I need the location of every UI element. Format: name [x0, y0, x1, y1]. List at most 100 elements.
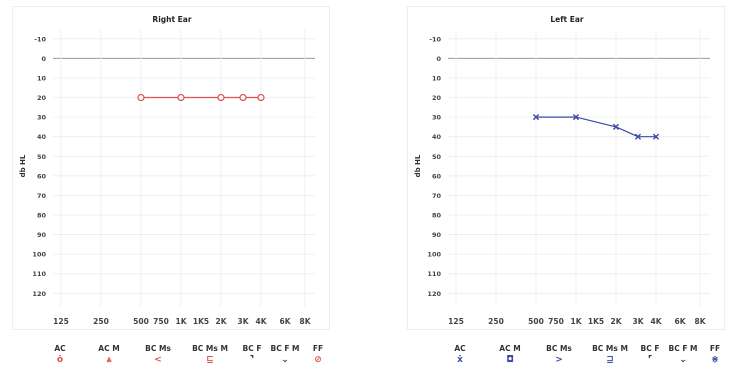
legend-label: BC Ms [546, 344, 572, 353]
x-tick-label: 6K [674, 317, 686, 326]
ac-masked-symbol-icon: ◘ [506, 355, 514, 365]
x-tick-label: 750 [548, 317, 564, 326]
legend-item-ff: FF ⋇ [695, 344, 734, 366]
x-tick-label: 2K [215, 317, 227, 326]
legend-label: BC F [242, 344, 262, 353]
free-field-symbol-icon: ⊘ [314, 355, 322, 365]
legend-item-ac: AC ẋ [440, 344, 480, 366]
legend-item-bc-f: BC F ⌝ [232, 344, 272, 366]
x-tick-label: 250 [488, 317, 504, 326]
right-ear-data-point [239, 93, 247, 102]
legend-label: BC F M [668, 344, 698, 353]
y-tick-label: 110 [32, 270, 46, 278]
y-tick-label: 10 [432, 74, 442, 82]
legend-label: BC F M [270, 344, 300, 353]
x-tick-label: 4K [650, 317, 662, 326]
x-tick-label: 8K [299, 317, 311, 326]
legend-item-bc-f-m: BC F M ⌄ [265, 344, 305, 366]
cross-stroke [652, 133, 660, 140]
legend-label: AC M [98, 344, 120, 353]
y-tick-label: 120 [32, 290, 46, 298]
legend-item-ac-m: AC M ◘ [490, 344, 530, 366]
x-tick-label: 4K [255, 317, 267, 326]
x-tick-label: 1K5 [588, 317, 604, 326]
legend-label: AC [54, 344, 66, 353]
legend-label: FF [709, 344, 721, 353]
legend-item-ac: AC ȯ [40, 344, 80, 366]
y-axis-label: db HL [19, 154, 27, 177]
legend-label: BC F [640, 344, 660, 353]
x-tick-label: 500 [528, 317, 544, 326]
y-tick-label: -10 [429, 35, 441, 43]
legend-item-ac-m: AC M ⩓ [89, 344, 129, 366]
bc-mastoid-symbol-icon: < [154, 355, 162, 365]
left-ear-series-line [536, 116, 656, 138]
left-ear-audiogram: Left Ear db HL -10 0 10 20 30 40 50 60 70 80 90 100 11… [414, 15, 710, 326]
left-ear-legend: AC ẋ AC M ◘ BC Ms > BC Ms M ⊒ BC F ⌜ BC … [407, 344, 725, 370]
x-tick-label: 750 [153, 317, 169, 326]
cross-stroke [634, 133, 642, 140]
legend-item-bc-ms: BC Ms > [539, 344, 579, 366]
legend-item-bc-ms: BC Ms < [138, 344, 178, 366]
bc-forehead-symbol-icon: ⌝ [249, 355, 255, 365]
chart-title: Right Ear [152, 15, 191, 24]
free-field-symbol-icon: ⋇ [711, 355, 719, 365]
y-tick-label: 100 [32, 251, 46, 259]
cross-stroke [612, 123, 620, 130]
x-tick-label: 6K [279, 317, 291, 326]
y-tick-label: 30 [37, 114, 47, 122]
x-tick-label: 3K [632, 317, 644, 326]
x-tick-label: 8K [694, 317, 706, 326]
ac-masked-symbol-icon: ⩓ [106, 355, 112, 365]
left-ear-data-point [532, 114, 540, 121]
y-tick-label: 60 [432, 172, 442, 180]
y-tick-label: 30 [432, 114, 442, 122]
y-tick-label: 100 [427, 251, 441, 259]
y-tick-label: 70 [432, 192, 442, 200]
legend-item-ff: FF ⊘ [298, 344, 338, 366]
y-tick-label: 50 [37, 153, 47, 161]
bc-forehead-masked-symbol-icon: ⌄ [679, 355, 687, 365]
y-tick-label: 20 [432, 94, 442, 102]
y-tick-label: 0 [436, 55, 441, 63]
legend-label: BC Ms M [592, 344, 628, 353]
y-tick-label: 80 [432, 211, 442, 219]
legend-item-bc-ms-m: BC Ms M ⊒ [590, 344, 630, 366]
legend-item-bc-f-m: BC F M ⌄ [663, 344, 703, 366]
legend-label: BC Ms M [192, 344, 228, 353]
y-tick-label: 60 [37, 172, 47, 180]
legend-label: FF [312, 344, 324, 353]
x-tick-label: 2K [610, 317, 622, 326]
y-tick-label: 90 [37, 231, 47, 239]
chart-title: Left Ear [550, 15, 584, 24]
right-ear-data-point [137, 93, 145, 102]
legend-item-bc-f: BC F ⌜ [630, 344, 670, 366]
ac-symbol-icon: ȯ [56, 355, 64, 365]
bc-mastoid-symbol-icon: > [555, 355, 563, 365]
x-tick-label: 250 [93, 317, 109, 326]
legend-label: AC M [499, 344, 521, 353]
x-tick-label: 125 [448, 317, 464, 326]
x-tick-label: 1K5 [193, 317, 209, 326]
legend-label: AC [454, 344, 466, 353]
y-tick-label: 40 [37, 133, 47, 141]
bc-mastoid-masked-symbol-icon: ⊒ [606, 355, 614, 365]
y-tick-label: 40 [432, 133, 442, 141]
y-tick-label: 0 [41, 55, 46, 63]
legend-item-bc-ms-m: BC Ms M ⊑ [190, 344, 230, 366]
y-tick-label: 20 [37, 94, 47, 102]
y-tick-label: 90 [432, 231, 442, 239]
y-tick-label: 50 [432, 153, 442, 161]
y-axis-label: db HL [414, 154, 422, 177]
left-ear-data-point [652, 133, 660, 140]
legend-label: BC Ms [145, 344, 171, 353]
left-ear-data-point [572, 114, 580, 121]
right-ear-panel: Right Ear db HL -10 0 10 20 30 40 50 60 70 80 90 100 1… [12, 6, 330, 330]
right-ear-data-point [177, 93, 185, 102]
y-tick-label: -10 [34, 35, 46, 43]
bc-forehead-masked-symbol-icon: ⌄ [281, 355, 289, 365]
y-tick-label: 70 [37, 192, 47, 200]
x-tick-label: 1K [175, 317, 187, 326]
right-ear-data-point [257, 93, 265, 102]
left-ear-data-point [612, 123, 620, 130]
